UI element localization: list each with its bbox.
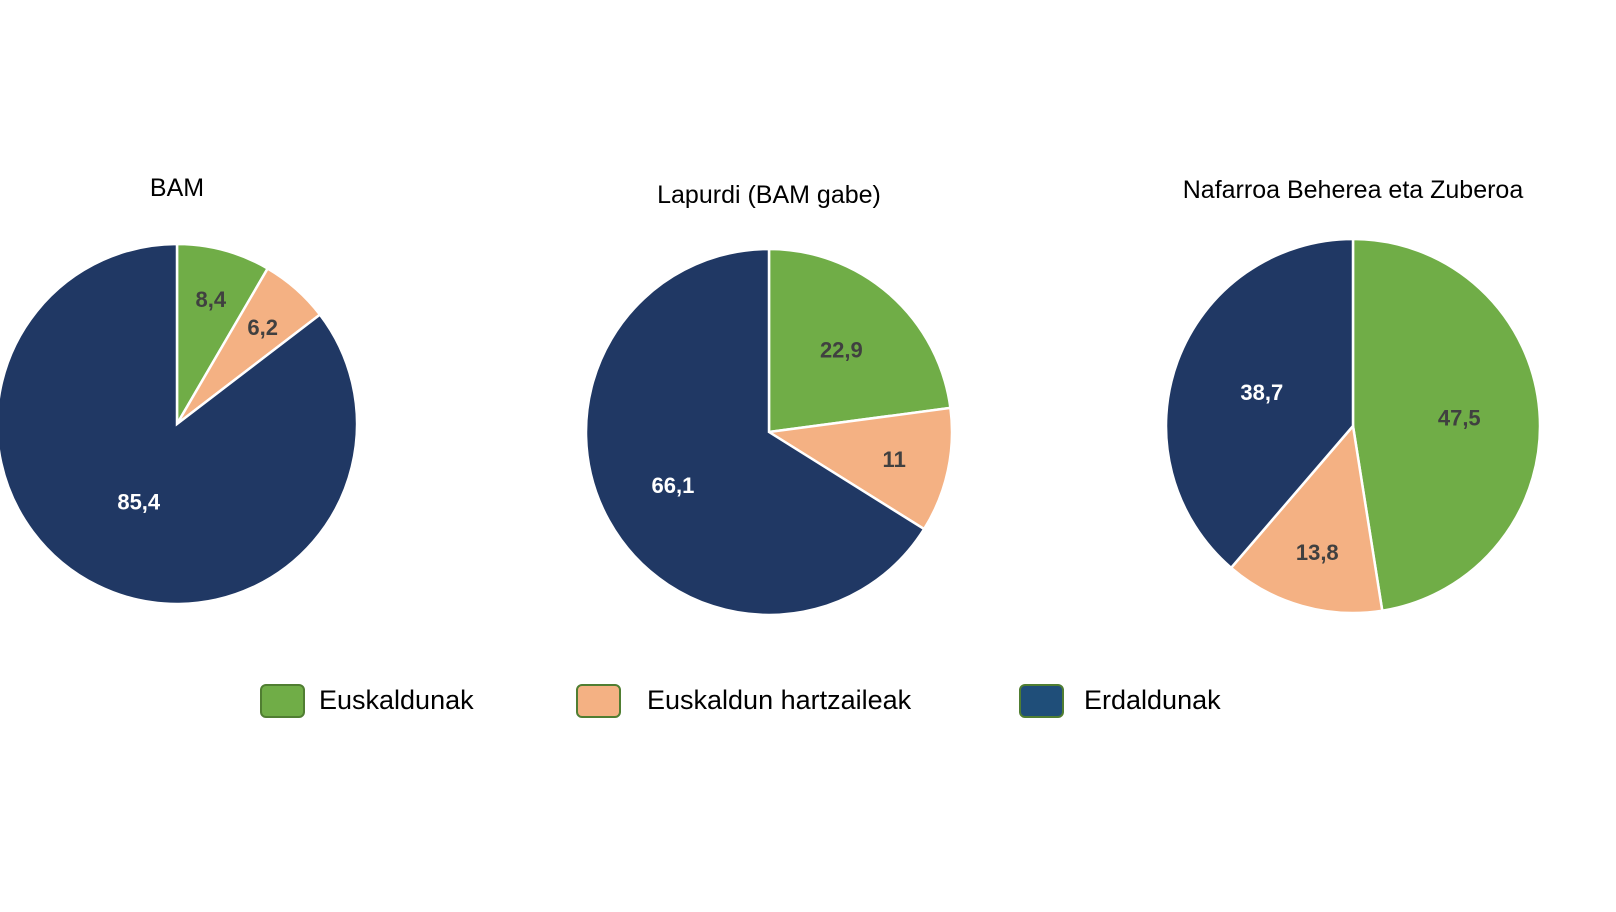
legend-label: Euskaldunak [319, 685, 474, 715]
data-label: 13,8 [1296, 540, 1339, 565]
legend-swatch [576, 684, 621, 718]
data-label: 38,7 [1240, 380, 1283, 405]
legend-label: Erdaldunak [1084, 685, 1221, 715]
pie-2: Lapurdi (BAM gabe) 22,9 11 66,1 [584, 181, 954, 617]
data-label: 22,9 [820, 337, 863, 362]
data-label: 66,1 [652, 473, 695, 498]
data-label: 85,4 [117, 489, 161, 514]
pie-slice-erdaldunak [584, 247, 926, 617]
pie-slice-euskaldunak [767, 247, 952, 434]
data-label: 8,4 [196, 287, 227, 312]
legend-swatch [1019, 684, 1064, 718]
pie-slice-erdaldunak [1164, 237, 1355, 570]
pie-3: Nafarroa Beherea eta Zuberoa 47,5 13,8 38,7 [1164, 176, 1542, 615]
legend-swatch [260, 684, 305, 718]
pie-slice-euskaldunak [175, 242, 270, 429]
pie-title: BAM [150, 174, 204, 202]
data-label: 11 [883, 447, 906, 472]
pie-slice-euskaldun-hartzaileak [1229, 423, 1384, 615]
pie-slice-erdaldunak [0, 242, 359, 606]
pie-slice-euskaldun-hartzaileak [765, 406, 954, 531]
pie-title: Nafarroa Beherea eta Zuberoa [1183, 176, 1524, 204]
pie-1: BAM 8,4 6,2 85,4 [0, 174, 359, 606]
legend: Euskaldunak Euskaldun hartzaileak Erdaldun… [260, 684, 1221, 718]
data-label: 47,5 [1438, 406, 1481, 431]
legend-label: Euskaldun hartzaileak [647, 685, 912, 715]
pie-title: Lapurdi (BAM gabe) [657, 181, 881, 209]
pie-slice-euskaldunak [1351, 237, 1542, 613]
data-label: 6,2 [247, 315, 278, 340]
